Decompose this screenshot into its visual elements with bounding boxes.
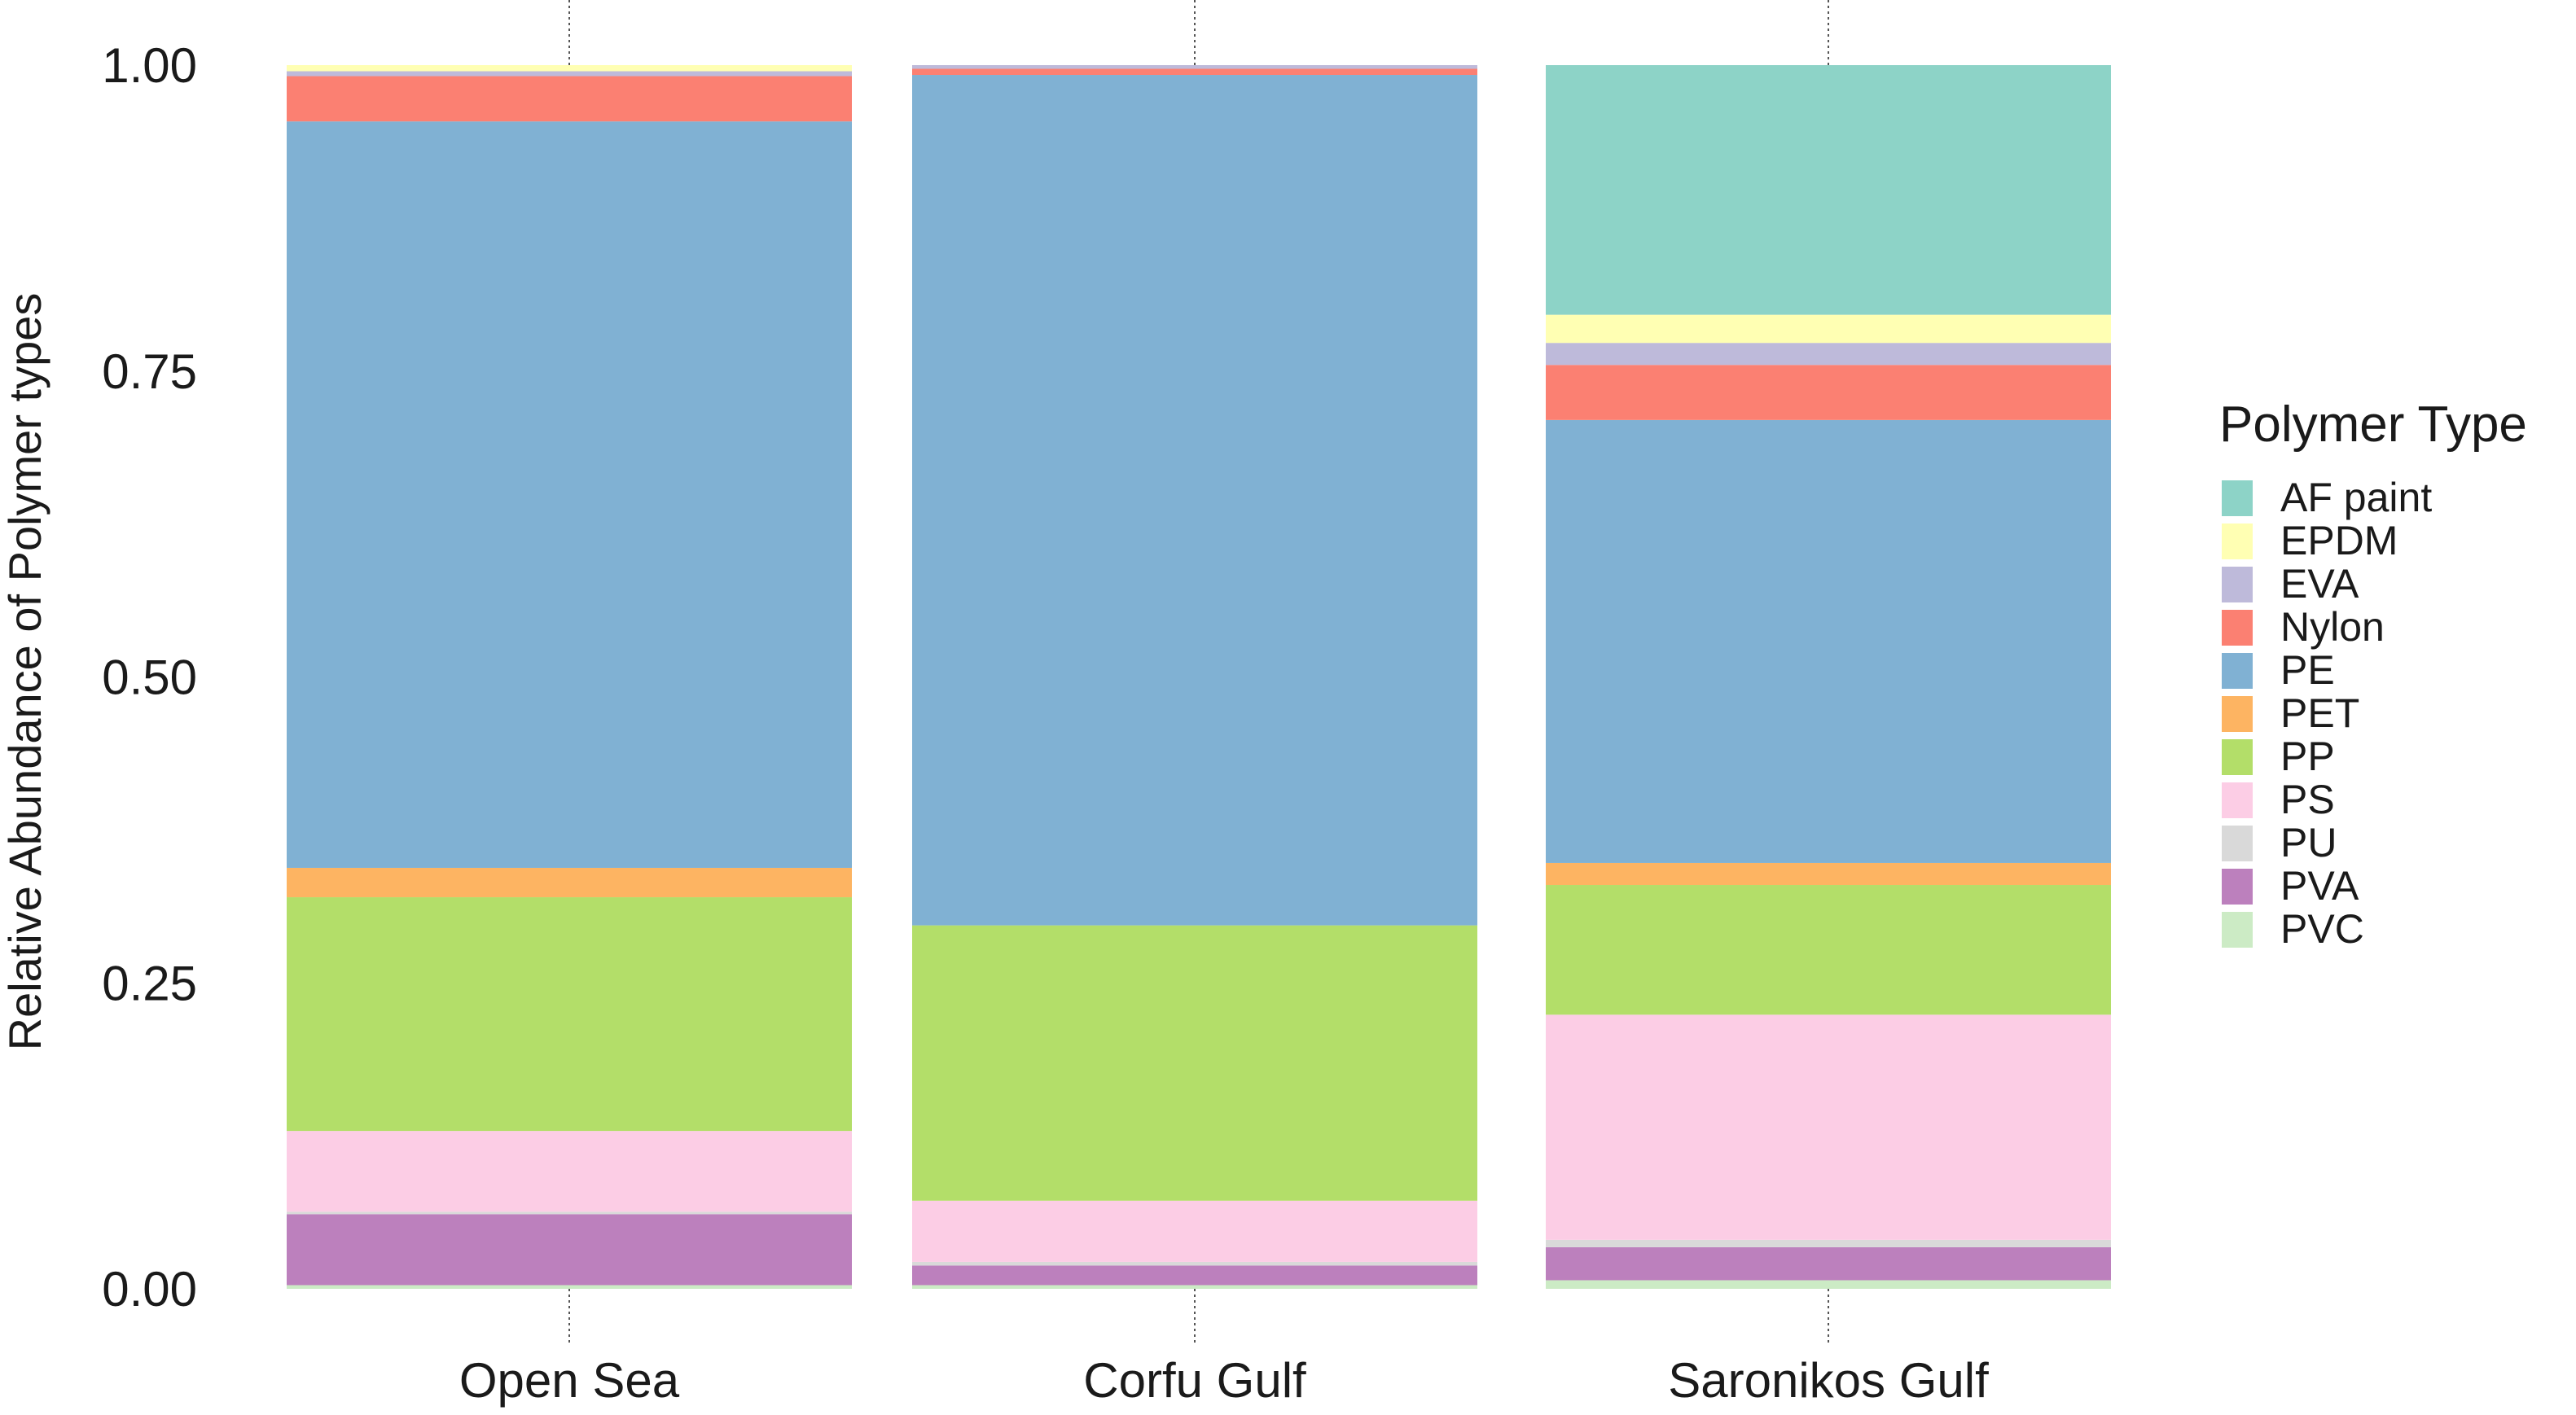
bar-segment xyxy=(1546,65,2111,315)
bar-segment xyxy=(912,1200,1477,1262)
y-tick-label: 0.00 xyxy=(102,1262,197,1316)
legend-label: PVC xyxy=(2280,906,2364,952)
y-axis-title: Relative Abundance of Polymer types xyxy=(0,293,50,1051)
bar-segment xyxy=(287,65,852,72)
bar-segment xyxy=(287,1285,852,1289)
legend-swatch xyxy=(2222,524,2253,559)
bar-segment xyxy=(287,1214,852,1286)
legend-swatch xyxy=(2222,653,2253,689)
legend-title: Polymer Type xyxy=(2219,396,2527,453)
bar-segment xyxy=(912,75,1477,926)
legend: Polymer Type AF paintEPDMEVANylonPEPETPP… xyxy=(2219,396,2527,952)
bar-segment xyxy=(1546,862,2111,886)
legend-label: EVA xyxy=(2280,561,2359,607)
x-tick-label: Corfu Gulf xyxy=(1083,1353,1306,1408)
bar-segment xyxy=(1546,419,2111,863)
bar-segment xyxy=(1546,1280,2111,1289)
bar-segment xyxy=(287,1131,852,1212)
legend-label: PVA xyxy=(2280,863,2359,909)
bar-segment xyxy=(1546,1246,2111,1281)
legend-label: PE xyxy=(2280,647,2335,693)
bar-segment xyxy=(912,1285,1477,1289)
legend-swatch xyxy=(2222,739,2253,775)
legend-swatch xyxy=(2222,696,2253,732)
bar-segment xyxy=(912,1265,1477,1286)
legend-swatch xyxy=(2222,480,2253,516)
legend-label: PU xyxy=(2280,820,2337,865)
legend-label: PS xyxy=(2280,777,2335,822)
y-axis: 0.00 0.25 0.50 0.75 1.00 xyxy=(102,38,197,1316)
x-tick-label: Open Sea xyxy=(459,1353,680,1408)
bar-segment xyxy=(287,71,852,77)
legend-swatch xyxy=(2222,826,2253,861)
legend-label: Nylon xyxy=(2280,604,2385,650)
bars xyxy=(287,65,2111,1289)
legend-label: PP xyxy=(2280,734,2335,779)
bar-segment xyxy=(912,68,1477,76)
bar-segment xyxy=(287,897,852,1132)
legend-swatch xyxy=(2222,912,2253,948)
bar-segment xyxy=(287,1211,852,1215)
y-tick-label: 0.75 xyxy=(102,344,197,399)
bar-segment xyxy=(287,121,852,868)
bar-segment xyxy=(1546,1239,2111,1247)
legend-swatch xyxy=(2222,782,2253,818)
y-tick-label: 0.50 xyxy=(102,651,197,705)
legend-swatch xyxy=(2222,567,2253,602)
legend-label: EPDM xyxy=(2280,518,2398,563)
bar-segment xyxy=(912,65,1477,69)
bar-segment xyxy=(912,925,1477,1201)
bar-segment xyxy=(287,867,852,898)
legend-label: PET xyxy=(2280,690,2359,736)
legend-swatch xyxy=(2222,610,2253,646)
y-tick-label: 1.00 xyxy=(102,38,197,93)
bar-segment xyxy=(287,76,852,122)
x-tick-label: Saronikos Gulf xyxy=(1668,1353,1989,1408)
bar-segment xyxy=(1546,1014,2111,1240)
y-tick-label: 0.25 xyxy=(102,956,197,1010)
bar-segment xyxy=(912,1261,1477,1266)
bar-segment xyxy=(1546,885,2111,1015)
legend-swatch xyxy=(2222,869,2253,905)
bar-segment xyxy=(1546,314,2111,344)
legend-label: AF paint xyxy=(2280,475,2432,520)
bar-segment xyxy=(1546,365,2111,420)
bar-segment xyxy=(1546,343,2111,366)
x-axis: Open Sea Corfu Gulf Saronikos Gulf xyxy=(459,1353,1989,1408)
